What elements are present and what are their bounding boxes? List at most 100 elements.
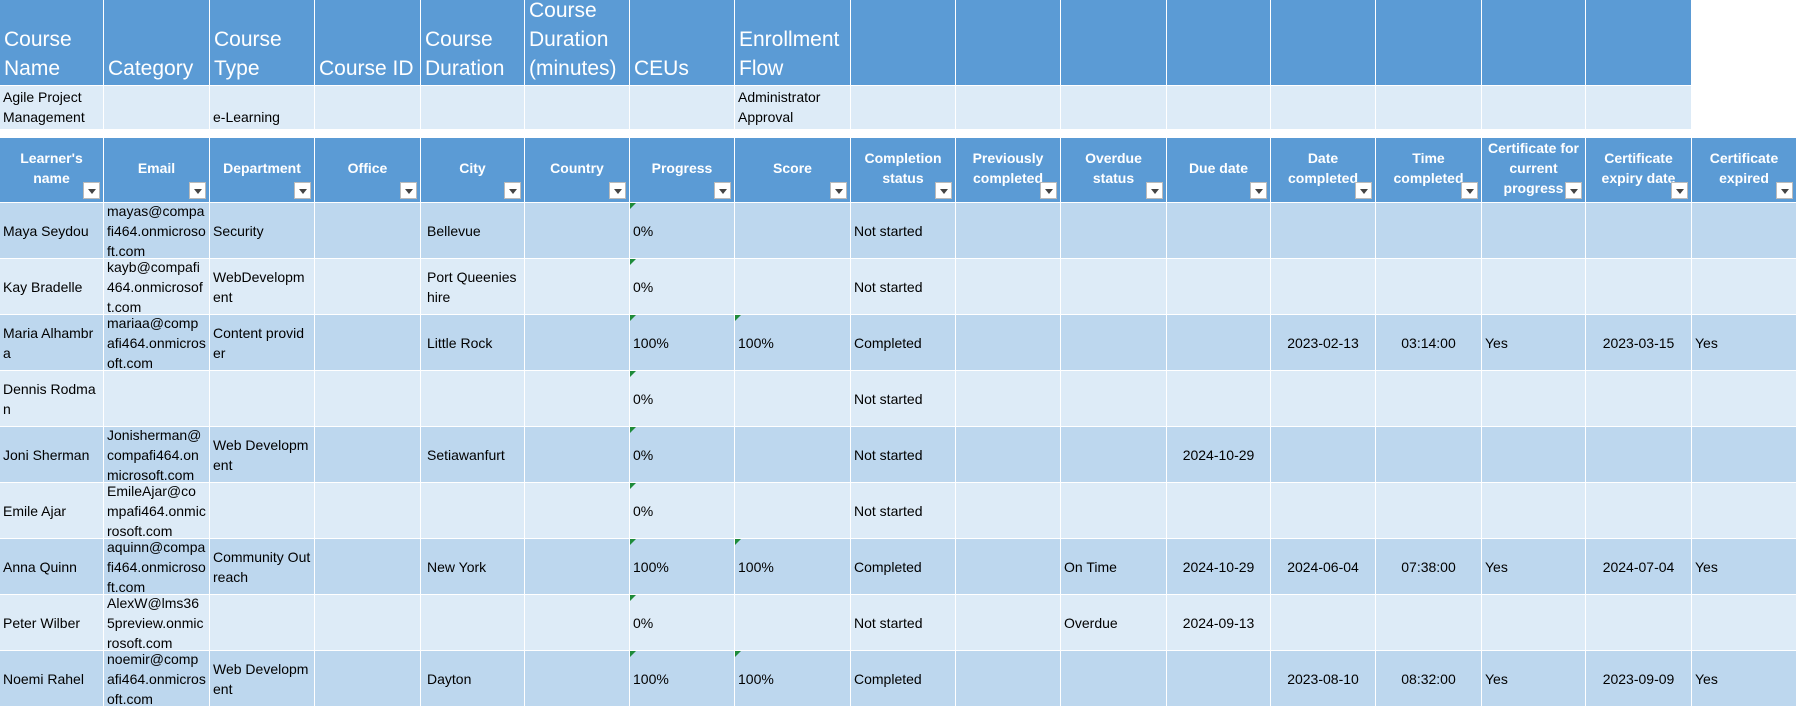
- table-cell[interactable]: [1376, 259, 1482, 315]
- table-cell[interactable]: AlexW@lms365preview.onmicrosoft.com: [104, 595, 210, 651]
- table-cell[interactable]: 0%: [630, 483, 735, 539]
- table-cell[interactable]: [1271, 371, 1376, 427]
- filter-dropdown[interactable]: [1040, 182, 1057, 199]
- table-cell[interactable]: [315, 483, 421, 539]
- table-cell[interactable]: [315, 203, 421, 259]
- filter-dropdown[interactable]: [1461, 182, 1478, 199]
- table-cell[interactable]: [1482, 203, 1586, 259]
- table-cell[interactable]: Anna Quinn: [0, 539, 104, 595]
- table-cell[interactable]: [421, 371, 525, 427]
- table-cell[interactable]: 100%: [630, 651, 735, 707]
- table-cell[interactable]: [525, 427, 630, 483]
- table-cell[interactable]: Little Rock: [421, 315, 525, 371]
- table-cell[interactable]: Not started: [851, 483, 956, 539]
- table-cell[interactable]: [315, 651, 421, 707]
- table-cell[interactable]: [1271, 427, 1376, 483]
- table-cell[interactable]: Maria Alhambra: [0, 315, 104, 371]
- table-cell[interactable]: [1061, 259, 1167, 315]
- table-cell[interactable]: [1482, 371, 1586, 427]
- table-cell[interactable]: [525, 315, 630, 371]
- table-cell[interactable]: Web Development: [210, 651, 315, 707]
- table-cell[interactable]: [104, 371, 210, 427]
- column-header[interactable]: City: [421, 138, 525, 203]
- table-cell[interactable]: Yes: [1482, 315, 1586, 371]
- table-cell[interactable]: [1376, 483, 1482, 539]
- table-cell[interactable]: kayb@compafi464.onmicrosoft.com: [104, 259, 210, 315]
- table-cell[interactable]: Content provider: [210, 315, 315, 371]
- table-cell[interactable]: 2024-06-04: [1271, 539, 1376, 595]
- table-cell[interactable]: [1376, 427, 1482, 483]
- table-cell[interactable]: Web Development: [210, 427, 315, 483]
- course-field-header[interactable]: Course Type: [210, 0, 315, 86]
- table-cell[interactable]: [315, 539, 421, 595]
- course-field-header[interactable]: Course Name: [0, 0, 104, 86]
- course-field-value[interactable]: Agile Project Management: [0, 86, 104, 130]
- table-cell[interactable]: mariaa@compafi464.onmicrosoft.com: [104, 315, 210, 371]
- table-cell[interactable]: 0%: [630, 259, 735, 315]
- table-cell[interactable]: [210, 371, 315, 427]
- filter-dropdown[interactable]: [714, 182, 731, 199]
- column-header[interactable]: Due date: [1167, 138, 1271, 203]
- table-cell[interactable]: 2024-07-04: [1586, 539, 1692, 595]
- table-cell[interactable]: [735, 371, 851, 427]
- table-cell[interactable]: [1061, 483, 1167, 539]
- table-cell[interactable]: [1692, 203, 1797, 259]
- table-cell[interactable]: [1167, 483, 1271, 539]
- table-cell[interactable]: 100%: [735, 651, 851, 707]
- table-cell[interactable]: [1061, 203, 1167, 259]
- table-cell[interactable]: aquinn@compafi464.onmicrosoft.com: [104, 539, 210, 595]
- filter-dropdown[interactable]: [504, 182, 521, 199]
- table-cell[interactable]: Joni Sherman: [0, 427, 104, 483]
- filter-dropdown[interactable]: [1146, 182, 1163, 199]
- filter-dropdown[interactable]: [1565, 182, 1582, 199]
- column-header[interactable]: Completion status: [851, 138, 956, 203]
- table-cell[interactable]: 2024-10-29: [1167, 539, 1271, 595]
- course-field-header[interactable]: CEUs: [630, 0, 735, 86]
- table-cell[interactable]: Not started: [851, 371, 956, 427]
- column-header[interactable]: Time completed: [1376, 138, 1482, 203]
- table-cell[interactable]: [315, 259, 421, 315]
- table-cell[interactable]: [1482, 427, 1586, 483]
- table-cell[interactable]: [1586, 595, 1692, 651]
- table-cell[interactable]: Yes: [1482, 651, 1586, 707]
- table-cell[interactable]: Port Queenieshire: [421, 259, 525, 315]
- table-cell[interactable]: [525, 259, 630, 315]
- table-cell[interactable]: 100%: [735, 315, 851, 371]
- table-cell[interactable]: Not started: [851, 203, 956, 259]
- table-cell[interactable]: [210, 595, 315, 651]
- table-cell[interactable]: [1586, 483, 1692, 539]
- table-cell[interactable]: [956, 315, 1061, 371]
- column-header[interactable]: Department: [210, 138, 315, 203]
- table-cell[interactable]: Yes: [1692, 651, 1797, 707]
- table-cell[interactable]: 2023-08-10: [1271, 651, 1376, 707]
- table-cell[interactable]: [956, 203, 1061, 259]
- course-field-header[interactable]: Enrollment Flow: [735, 0, 851, 86]
- table-cell[interactable]: mayas@compafi464.onmicrosoft.com: [104, 203, 210, 259]
- table-cell[interactable]: Completed: [851, 651, 956, 707]
- table-cell[interactable]: [525, 651, 630, 707]
- table-cell[interactable]: 2024-10-29: [1167, 427, 1271, 483]
- table-cell[interactable]: [1376, 595, 1482, 651]
- table-cell[interactable]: [1167, 651, 1271, 707]
- table-cell[interactable]: [421, 483, 525, 539]
- column-header[interactable]: Certificate expired: [1692, 138, 1797, 203]
- table-cell[interactable]: [956, 427, 1061, 483]
- table-cell[interactable]: [1376, 371, 1482, 427]
- table-cell[interactable]: [1167, 203, 1271, 259]
- table-cell[interactable]: [315, 595, 421, 651]
- table-cell[interactable]: [1692, 595, 1797, 651]
- filter-dropdown[interactable]: [294, 182, 311, 199]
- filter-dropdown[interactable]: [1250, 182, 1267, 199]
- column-header[interactable]: Office: [315, 138, 421, 203]
- filter-dropdown[interactable]: [1671, 182, 1688, 199]
- column-header[interactable]: Certificate expiry date: [1586, 138, 1692, 203]
- table-cell[interactable]: Completed: [851, 539, 956, 595]
- column-header[interactable]: Date completed: [1271, 138, 1376, 203]
- table-cell[interactable]: [956, 371, 1061, 427]
- table-cell[interactable]: [1482, 595, 1586, 651]
- table-cell[interactable]: [315, 427, 421, 483]
- table-cell[interactable]: [525, 483, 630, 539]
- column-header[interactable]: Country: [525, 138, 630, 203]
- table-cell[interactable]: On Time: [1061, 539, 1167, 595]
- filter-dropdown[interactable]: [935, 182, 952, 199]
